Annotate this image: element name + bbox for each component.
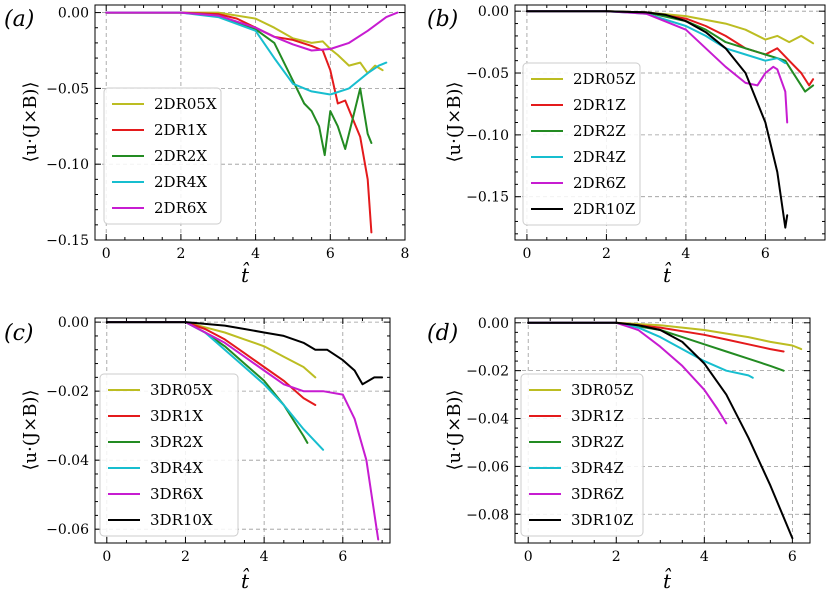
- series-line-2dr6x: [105, 11, 399, 52]
- panel-label: (d): [427, 321, 458, 346]
- series-line-3dr6x: [105, 321, 380, 541]
- axes-frame: [514, 317, 811, 544]
- legend-label: 2DR6X: [154, 199, 207, 217]
- y-tick-label: −0.10: [46, 157, 89, 173]
- x-tick-label: 2: [612, 549, 621, 565]
- y-tick-label: −0.06: [466, 459, 509, 475]
- legend-label: 3DR2X: [150, 433, 203, 451]
- x-tick-label: 0: [102, 246, 111, 262]
- series-line-2dr4x: [105, 11, 388, 96]
- chart-panel-4: (d) 0 2 4 6 0.00 −0.02 −0.04 −0.06 −0.08 t̂ ⟨u·(J×B…: [427, 316, 811, 593]
- y-axis-label: ⟨u·(J×B)⟩: [444, 390, 465, 471]
- y-tick-label: −0.10: [466, 128, 509, 144]
- series-line-2dr6z: [525, 10, 789, 124]
- legend-label: 3DR6Z: [571, 485, 624, 503]
- legend-label: 3DR2Z: [571, 433, 624, 451]
- legend-label: 2DR2Z: [573, 122, 626, 140]
- legend-label: 2DR4Z: [573, 148, 626, 166]
- x-axis-label: t̂: [663, 261, 672, 287]
- legend-label: 2DR05X: [154, 95, 217, 113]
- series-line-3dr10x: [105, 321, 384, 386]
- x-tick-label: 0: [522, 246, 531, 262]
- axes-frame: [94, 317, 391, 544]
- legend-label: 3DR1Z: [571, 407, 624, 425]
- legend-label: 3DR05X: [150, 381, 213, 399]
- y-tick-label: −0.05: [466, 66, 509, 82]
- x-tick-label: 4: [681, 246, 690, 262]
- legend-label: 3DR4X: [150, 459, 203, 477]
- y-tick-label: −0.08: [466, 507, 509, 523]
- y-tick-label: 0.00: [58, 6, 89, 22]
- legend-box: [99, 373, 239, 537]
- legend-box: [520, 373, 644, 537]
- chart-panel-3: (c) 0 2 4 6 0.00 −0.02 −0.04 −0.06 t̂ ⟨u·(J×B)⟩ 3DR…: [4, 315, 391, 593]
- x-tick-label: 0: [102, 549, 111, 565]
- legend-label: 3DR1X: [150, 407, 203, 425]
- legend-label: 3DR10Z: [571, 511, 633, 529]
- x-tick-label: 4: [260, 549, 269, 565]
- x-tick-label: 6: [338, 549, 347, 565]
- series-line-2dr2x: [105, 11, 373, 157]
- series-line-2dr10z: [525, 10, 789, 229]
- y-tick-label: −0.02: [46, 384, 89, 400]
- x-tick-label: 2: [602, 246, 611, 262]
- legend-label: 3DR05Z: [571, 381, 633, 399]
- series-line-2dr05x: [105, 11, 384, 75]
- y-tick-label: −0.06: [46, 522, 89, 538]
- panel-label: (a): [4, 7, 34, 32]
- x-tick-label: 4: [700, 549, 709, 565]
- y-tick-label: −0.04: [46, 453, 89, 469]
- y-axis-label: ⟨u·(J×B)⟩: [20, 390, 41, 471]
- legend-box: [103, 87, 222, 225]
- series-group: [105, 11, 399, 234]
- series-line-3dr1x: [105, 321, 317, 406]
- legend-label: 2DR05Z: [573, 70, 635, 88]
- x-tick-label: 6: [326, 246, 335, 262]
- legend-label: 2DR4X: [154, 173, 207, 191]
- x-tick-label: 6: [761, 246, 770, 262]
- chart-panel-1: (a) 0 2 4 6 8 0.00 −0.05 −0.10 −0.15 t̂ ⟨u·(J×B)⟩ 2D…: [4, 4, 410, 287]
- panel-label: (c): [4, 321, 34, 346]
- y-tick-label: −0.02: [466, 364, 509, 380]
- series-group: [105, 321, 384, 541]
- panel-label: (b): [427, 7, 458, 32]
- y-tick-label: 0.00: [58, 315, 89, 331]
- y-tick-label: −0.05: [46, 81, 89, 97]
- series-group: [527, 321, 803, 540]
- axes-frame: [94, 4, 406, 241]
- x-tick-label: 2: [181, 549, 190, 565]
- x-axis-label: t̂: [241, 261, 250, 287]
- series-line-3dr05x: [105, 321, 317, 379]
- legend-label: 2DR6Z: [573, 174, 626, 192]
- series-line-2dr4z: [525, 10, 787, 65]
- x-axis-label: t̂: [663, 567, 672, 593]
- series-line-2dr1x: [105, 11, 373, 234]
- legend-label: 3DR10X: [150, 511, 213, 529]
- y-tick-label: −0.15: [46, 233, 89, 249]
- y-tick-label: −0.15: [466, 190, 509, 206]
- y-axis-label: ⟨u·(J×B)⟩: [20, 82, 41, 163]
- series-line-3dr10z: [527, 321, 794, 540]
- x-tick-label: 0: [524, 549, 533, 565]
- legend-label: 2DR10Z: [573, 200, 635, 218]
- y-tick-label: 0.00: [478, 316, 509, 332]
- legend-label: 2DR2X: [154, 147, 207, 165]
- y-tick-label: 0.00: [478, 4, 509, 20]
- series-group: [525, 10, 815, 229]
- legend-label: 3DR6X: [150, 485, 203, 503]
- x-tick-label: 8: [401, 246, 410, 262]
- legend-label: 3DR4Z: [571, 459, 624, 477]
- y-axis-label: ⟨u·(J×B)⟩: [444, 82, 465, 163]
- series-line-3dr05z: [527, 321, 803, 351]
- x-axis-label: t̂: [241, 567, 250, 593]
- x-tick-label: 4: [251, 246, 260, 262]
- x-tick-label: 6: [788, 549, 797, 565]
- y-tick-label: −0.04: [466, 412, 509, 428]
- legend-label: 2DR1Z: [573, 96, 626, 114]
- legend-label: 2DR1X: [154, 121, 207, 139]
- legend-box: [522, 62, 641, 226]
- x-tick-label: 2: [176, 246, 185, 262]
- chart-panel-2: (b) 0 2 4 6 0.00 −0.05 −0.10 −0.15 t̂ ⟨u·(J×B)⟩ 2DR…: [427, 4, 826, 287]
